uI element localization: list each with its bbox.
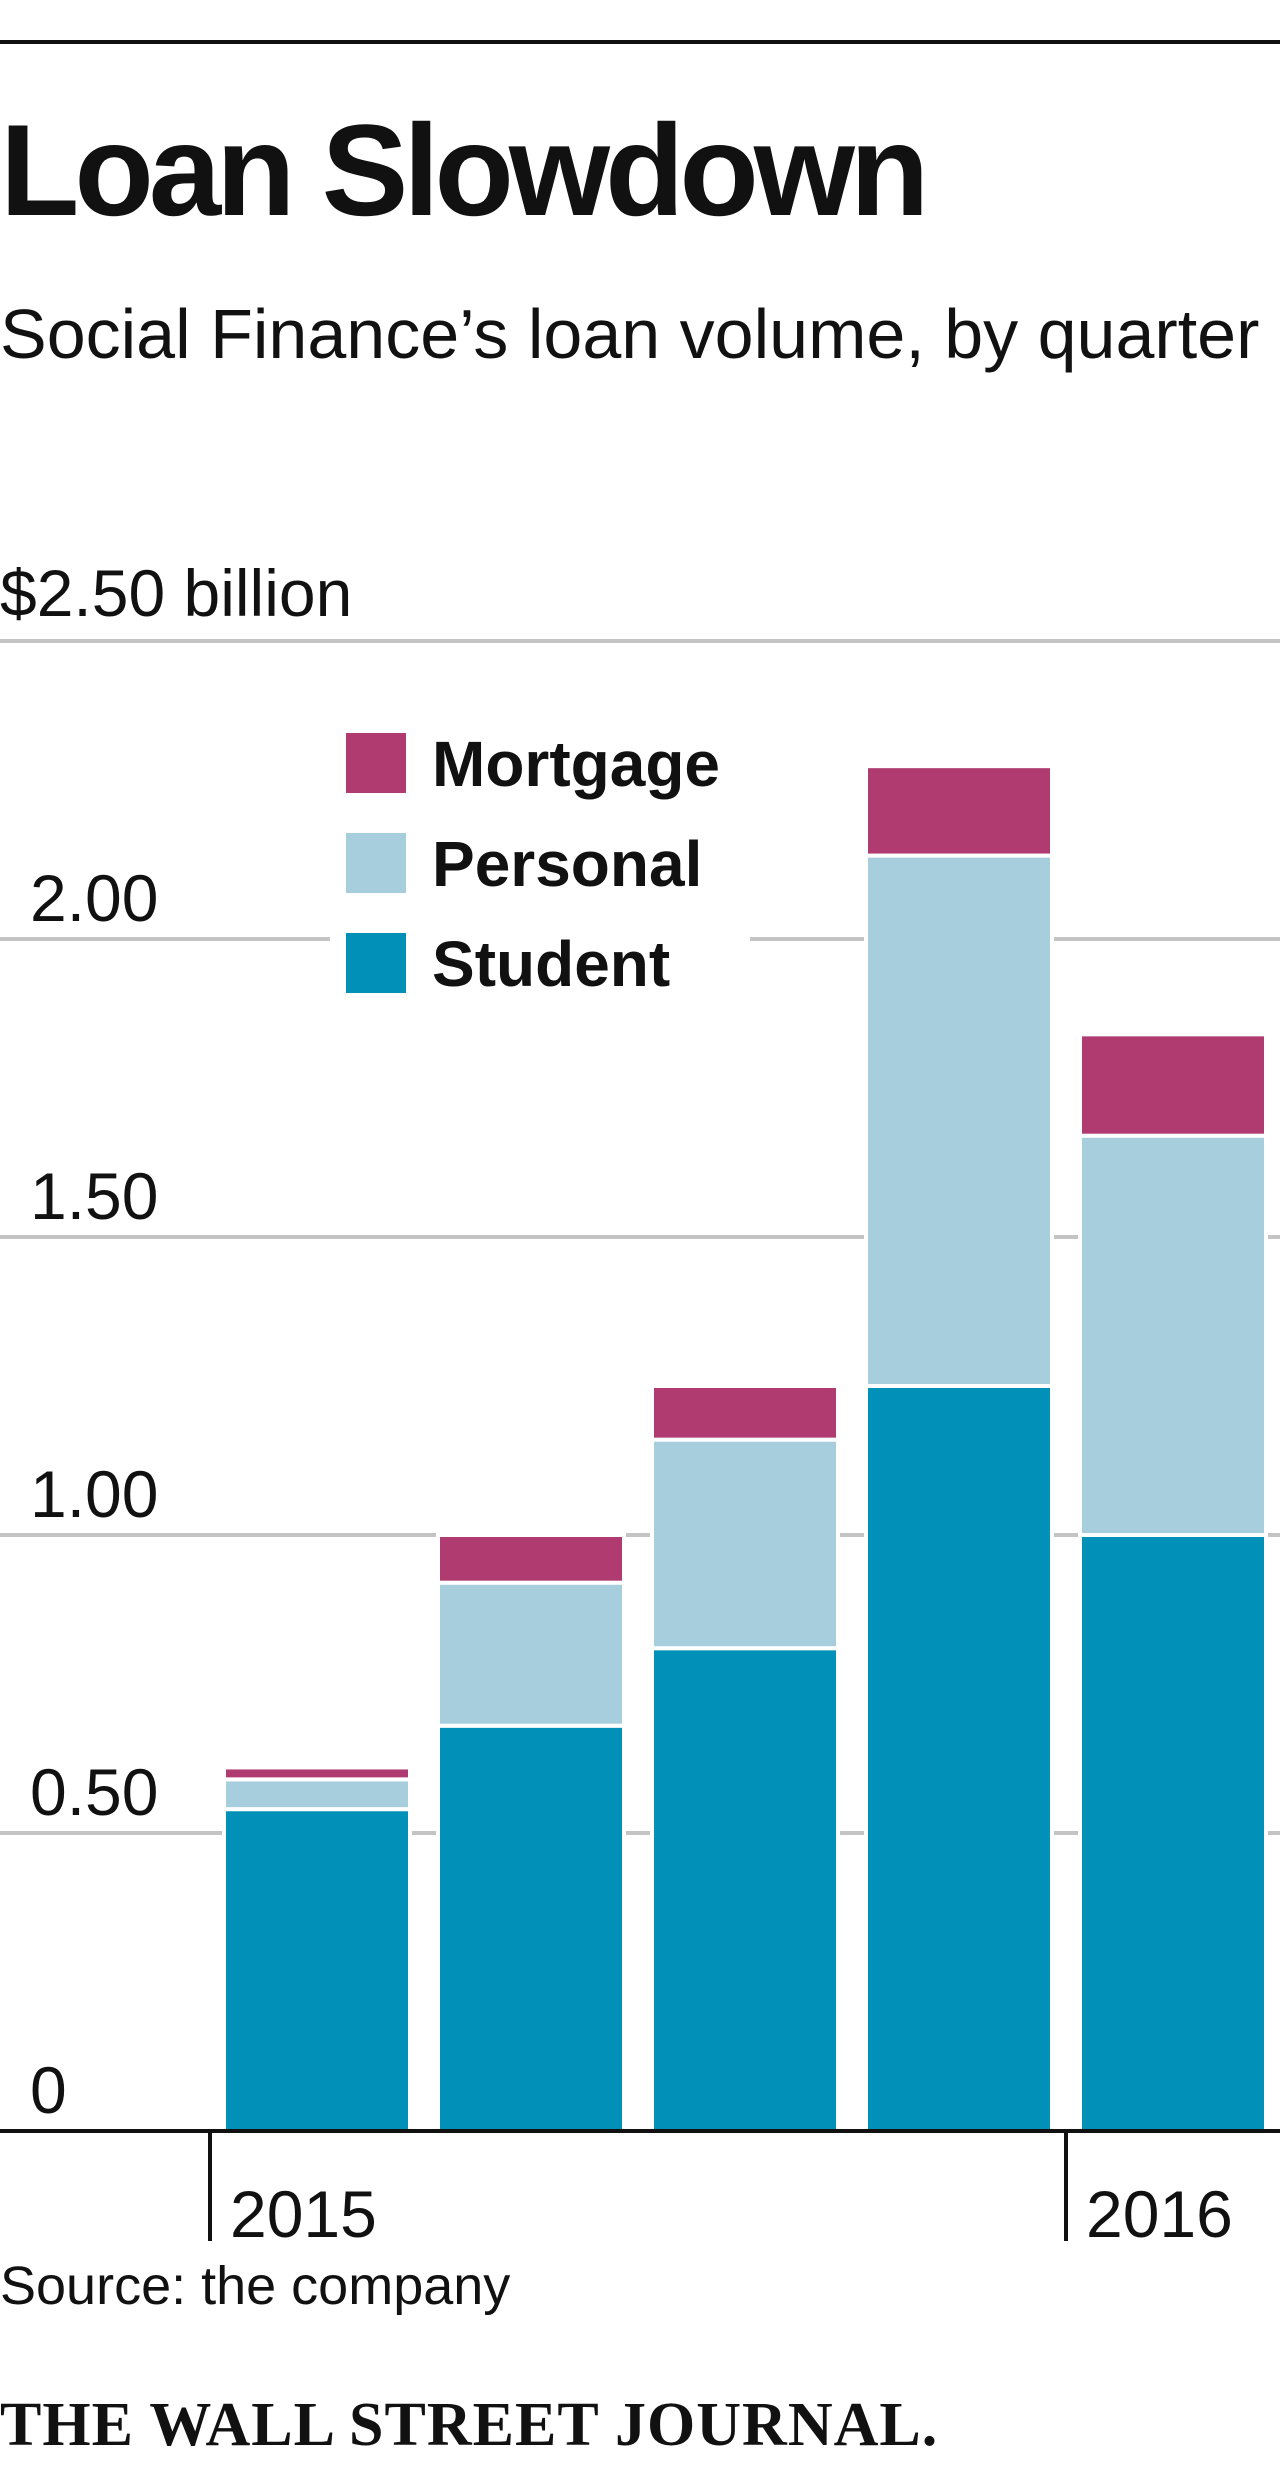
x-year-label: 2016 xyxy=(1086,2177,1233,2251)
axis-layer: 2015 2016 xyxy=(0,2129,1280,2251)
publisher-logo: THE WALL STREET JOURNAL. xyxy=(0,2391,939,2459)
bar-mortgage xyxy=(864,764,1054,858)
y-tick-label: 1.00 xyxy=(30,1457,158,1531)
bar-mortgage xyxy=(436,1533,626,1585)
y-axis-unit-label: $2.50 billion xyxy=(0,556,353,630)
bar-personal xyxy=(864,853,1054,1388)
bar-student xyxy=(864,1384,1054,2133)
y-tick-label: 2.00 xyxy=(30,861,158,935)
source-note: Source: the company xyxy=(0,2256,511,2316)
bar-personal xyxy=(222,1777,412,1812)
grid-layer: 0 0.50 1.00 1.50 2.00 xyxy=(0,639,1280,2127)
y-tick-label: 0 xyxy=(30,2053,67,2127)
x-year-label: 2015 xyxy=(230,2177,377,2251)
y-tick-label: 1.50 xyxy=(30,1159,158,1233)
bar-personal xyxy=(650,1437,840,1651)
legend-label-mortgage: Mortgage xyxy=(432,728,720,800)
bar-mortgage xyxy=(222,1765,412,1782)
bar-student xyxy=(222,1807,412,2134)
bar-student xyxy=(650,1646,840,2133)
bar-personal xyxy=(1078,1133,1268,1538)
chart-title: Loan Slowdown xyxy=(0,97,929,243)
legend-swatch-mortgage xyxy=(346,733,406,793)
bar-mortgage xyxy=(650,1384,840,1442)
legend-swatch-personal xyxy=(346,833,406,893)
top-rule xyxy=(0,40,1280,44)
legend-layer: Mortgage Personal Student xyxy=(330,715,750,1015)
bar-student xyxy=(1078,1533,1268,2133)
bar-mortgage xyxy=(1078,1032,1268,1138)
bar-layer xyxy=(222,764,1268,2134)
y-tick-label: 0.50 xyxy=(30,1755,158,1829)
legend-label-personal: Personal xyxy=(432,828,702,900)
chart-subtitle: Social Finance’s loan volume, by quarter xyxy=(0,295,1260,373)
legend-swatch-student xyxy=(346,933,406,993)
legend-label-student: Student xyxy=(432,928,670,1000)
bar-personal xyxy=(436,1580,626,1728)
bar-student xyxy=(436,1723,626,2133)
